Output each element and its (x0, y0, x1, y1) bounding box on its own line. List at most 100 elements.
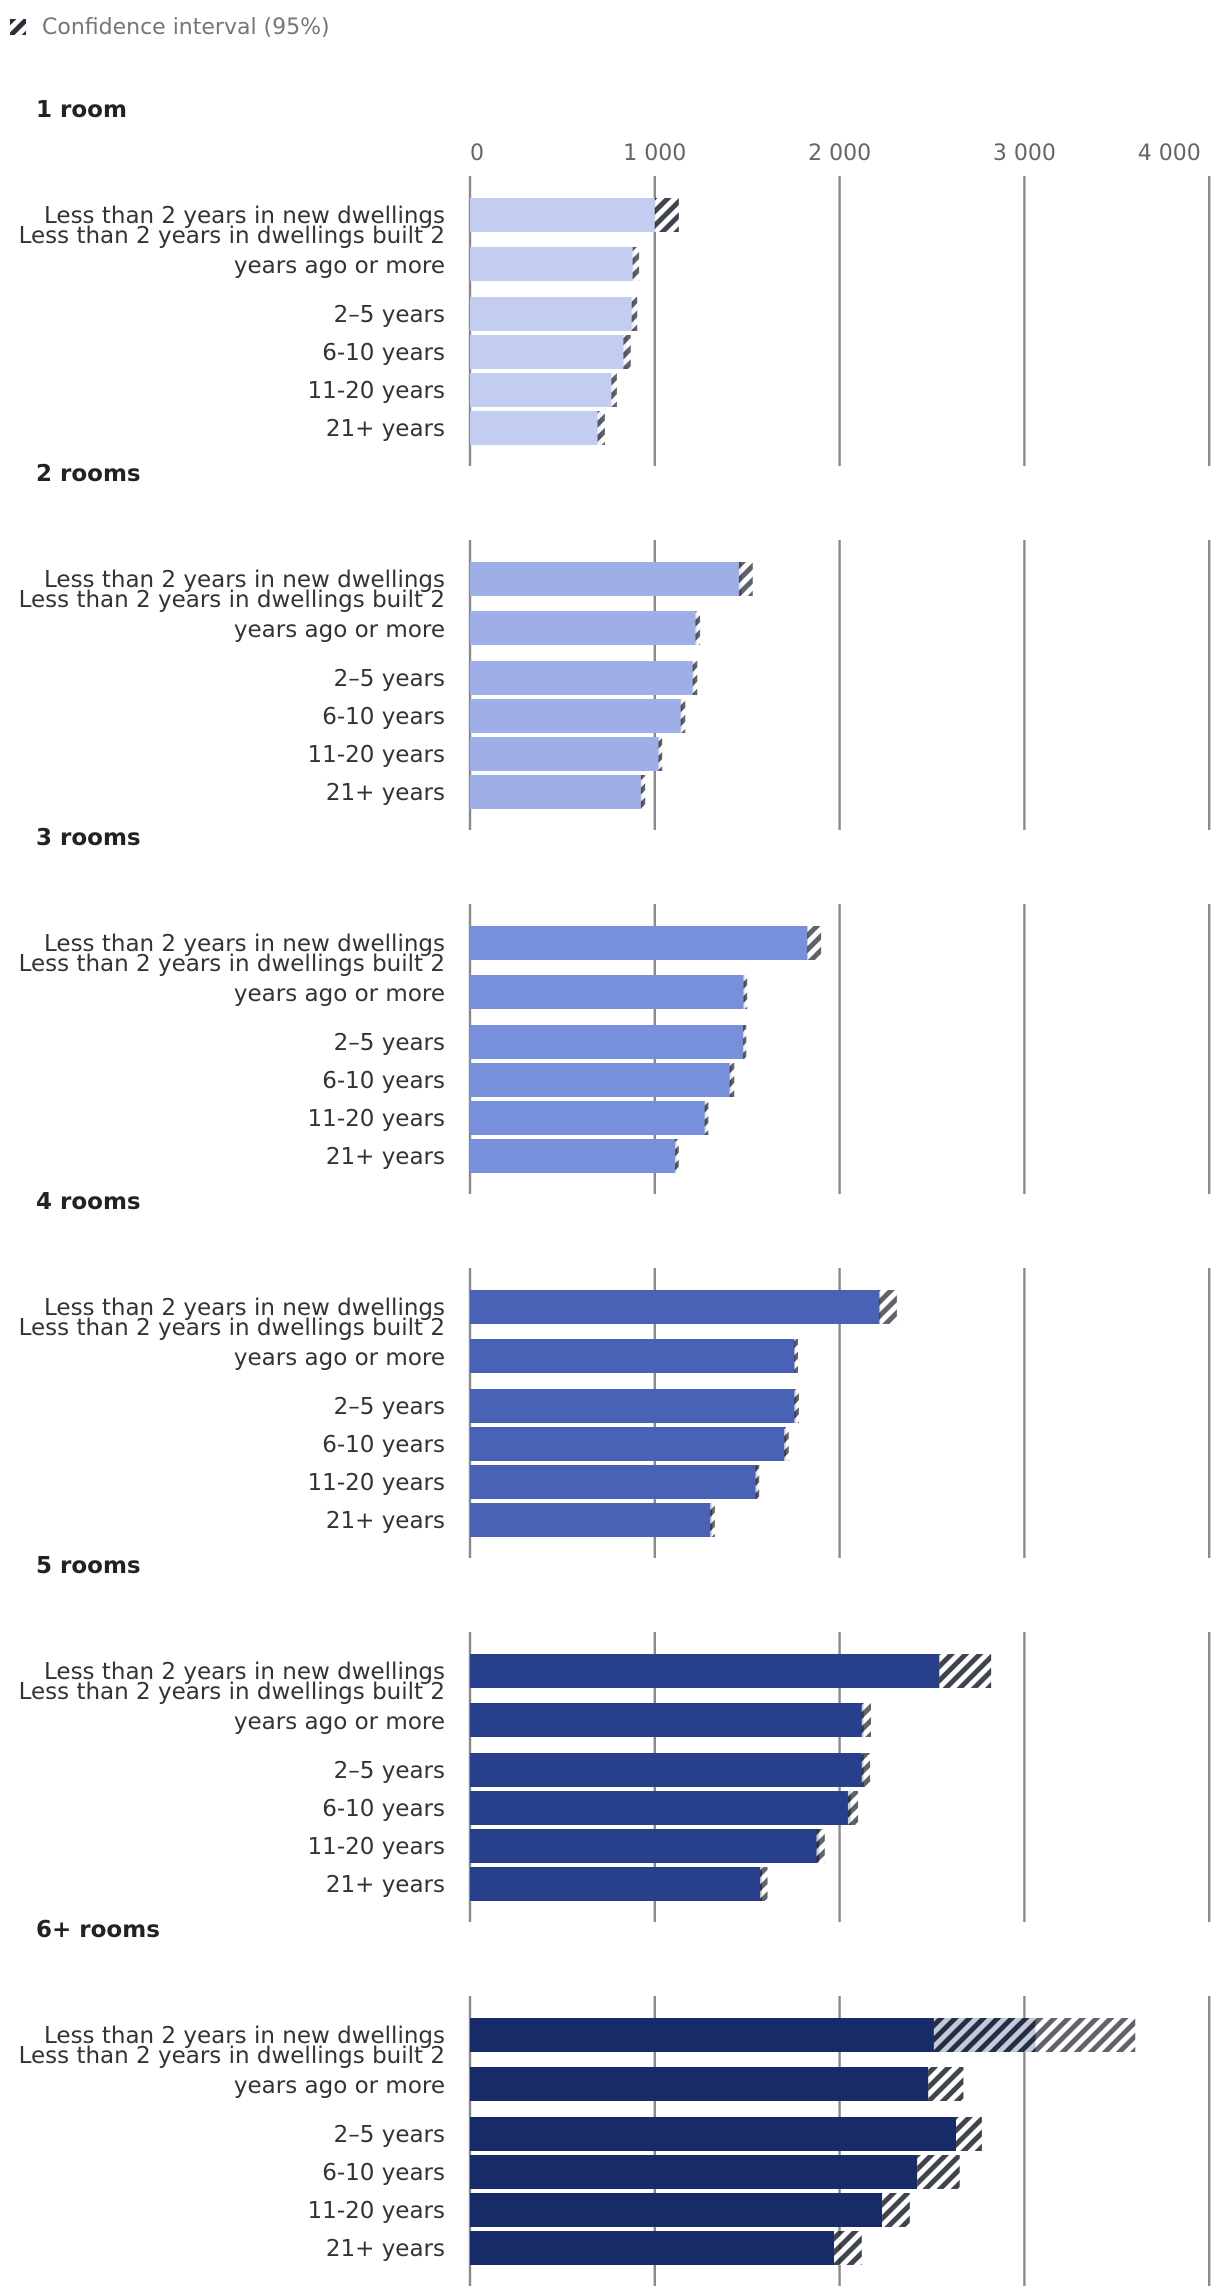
x-tick-label: 0 (470, 141, 484, 166)
confidence-interval (760, 1867, 768, 1901)
category-label: 21+ years (326, 1508, 445, 1534)
bar (470, 247, 636, 281)
bar (470, 2193, 883, 2227)
category-label: Less than 2 years in new dwellings (44, 2023, 445, 2049)
category-label: 6-10 years (322, 340, 445, 366)
category-label: years ago or more (234, 253, 445, 279)
bar (470, 2155, 918, 2189)
category-label: 11-20 years (308, 2198, 445, 2224)
x-tick-label: 4 000 (1138, 141, 1201, 166)
bar (470, 335, 628, 369)
confidence-interval (879, 1290, 897, 1324)
category-label: 2–5 years (334, 1030, 445, 1056)
category-label: Less than 2 years in dwellings built 2 (19, 1315, 445, 1341)
confidence-interval (882, 2193, 910, 2227)
panel-title: 1 room (36, 97, 127, 123)
bar (470, 2117, 957, 2151)
confidence-interval (692, 661, 698, 695)
bar (470, 1389, 797, 1423)
category-label: Less than 2 years in dwellings built 2 (19, 587, 445, 613)
confidence-interval (928, 2067, 964, 2101)
category-label: Less than 2 years in dwellings built 2 (19, 2043, 445, 2069)
bar (470, 562, 742, 596)
category-label: 2–5 years (334, 2122, 445, 2148)
panel: 2 rooms Less than 2 years in new dwelling… (19, 461, 1211, 830)
category-label: years ago or more (234, 1345, 445, 1371)
category-label: 11-20 years (308, 1834, 445, 1860)
confidence-interval (755, 1465, 760, 1499)
category-label: 2–5 years (334, 1394, 445, 1420)
bar (470, 975, 746, 1009)
bar (470, 737, 661, 771)
confidence-interval (743, 1025, 747, 1059)
bar (470, 1867, 762, 1901)
bar (470, 1427, 787, 1461)
bar (470, 2067, 929, 2101)
category-label: 11-20 years (308, 742, 445, 768)
confidence-interval (597, 411, 605, 445)
category-label: 21+ years (326, 780, 445, 806)
category-label: years ago or more (234, 617, 445, 643)
bar (470, 661, 695, 695)
confidence-interval (658, 737, 663, 771)
bar (470, 2231, 835, 2265)
bar (470, 699, 683, 733)
category-label: 6-10 years (322, 1796, 445, 1822)
panel-title: 4 rooms (36, 1189, 141, 1215)
bar (470, 1139, 677, 1173)
confidence-interval (611, 373, 617, 407)
bar (470, 373, 615, 407)
category-label: Less than 2 years in new dwellings (44, 931, 445, 957)
category-label: Less than 2 years in dwellings built 2 (19, 1679, 445, 1705)
panel: 3 rooms Less than 2 years in new dwelling… (19, 825, 1211, 1194)
category-label: 21+ years (326, 1872, 445, 1898)
bar (470, 1829, 820, 1863)
category-label: years ago or more (234, 981, 445, 1007)
panel-title: 5 rooms (36, 1553, 141, 1579)
category-label: 21+ years (326, 1144, 445, 1170)
bar (470, 775, 643, 809)
bar (470, 198, 655, 232)
category-label: 21+ years (326, 416, 445, 442)
category-label: 11-20 years (308, 1470, 445, 1496)
category-label: Less than 2 years in dwellings built 2 (19, 951, 445, 977)
confidence-interval (640, 775, 646, 809)
confidence-interval (695, 611, 701, 645)
category-label: 6-10 years (322, 1432, 445, 1458)
confidence-interval (794, 1389, 799, 1423)
confidence-interval (654, 198, 679, 232)
category-label: 2–5 years (334, 666, 445, 692)
confidence-interval (738, 562, 753, 596)
confidence-interval (729, 1063, 735, 1097)
bar (470, 1290, 881, 1324)
bar (470, 926, 809, 960)
confidence-interval (861, 1753, 871, 1787)
confidence-interval (794, 1339, 799, 1373)
confidence-interval (743, 975, 748, 1009)
panel: 1 room 0 1 000 2 000 3 000 4 000 Less than 2 y… (19, 97, 1211, 466)
panel: 6+ rooms Less than 2 years in new dwellin… (19, 1917, 1211, 2286)
confidence-interval (710, 1503, 715, 1537)
confidence-interval (939, 1654, 992, 1688)
legend: Confidence interval (95%) (10, 15, 330, 40)
panel-title: 2 rooms (36, 461, 141, 487)
category-label: years ago or more (234, 1709, 445, 1735)
bar (470, 1503, 713, 1537)
chart-panels: 1 room 0 1 000 2 000 3 000 4 000 Less than 2 y… (19, 97, 1211, 2286)
bar (470, 1465, 758, 1499)
x-tick-label: 1 000 (623, 141, 686, 166)
bar (470, 1101, 707, 1135)
bar (470, 1791, 851, 1825)
category-label: Less than 2 years in new dwellings (44, 1659, 445, 1685)
x-tick-label: 2 000 (808, 141, 871, 166)
bar (470, 1025, 745, 1059)
category-label: years ago or more (234, 2073, 445, 2099)
panel: 4 rooms Less than 2 years in new dwelling… (19, 1189, 1211, 1558)
category-label: Less than 2 years in new dwellings (44, 1295, 445, 1321)
confidence-interval (816, 1829, 825, 1863)
category-label: 2–5 years (334, 302, 445, 328)
x-tick-label: 3 000 (993, 141, 1056, 166)
confidence-interval (675, 1139, 679, 1173)
category-label: Less than 2 years in new dwellings (44, 567, 445, 593)
bar (470, 411, 602, 445)
